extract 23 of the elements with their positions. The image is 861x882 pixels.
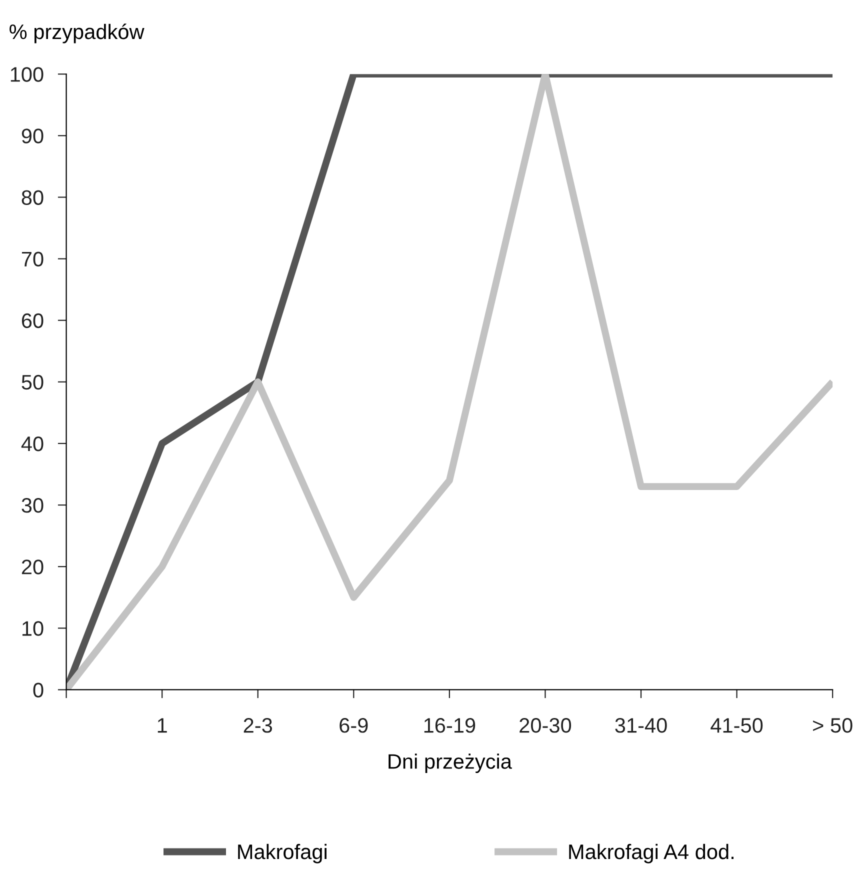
x-tick-label: 6-9	[340, 718, 368, 733]
y-tick-label: 50	[22, 374, 44, 390]
x-axis-title: Dni przeżycia	[388, 754, 512, 774]
legend-label: Makrofagi A4 dod.	[569, 844, 734, 864]
y-tick-label: 70	[22, 252, 44, 267]
x-tick-label: 41-50	[710, 718, 763, 733]
y-tick-label: 60	[22, 313, 44, 328]
y-tick-label: 20	[22, 560, 44, 574]
y-tick-label: 40	[21, 436, 44, 452]
y-tick-label: 10	[22, 621, 44, 636]
y-tick-label: 100	[10, 67, 44, 82]
x-tick-label: 2-3	[244, 718, 272, 733]
y-axis-title: % przypadków	[10, 24, 144, 44]
x-tick-label: 1	[158, 718, 167, 733]
x-tick-label: 20-30	[520, 718, 572, 733]
y-tick-label: 0	[33, 682, 44, 698]
x-tick-label: 16-19	[424, 718, 476, 733]
x-tick-label: > 50	[813, 718, 852, 733]
y-tick-label: 90	[22, 128, 44, 144]
y-tick-label: 30	[22, 498, 44, 513]
y-tick-label: 80	[22, 190, 44, 205]
legend-label: Makrofagi	[238, 844, 326, 864]
x-tick-label: 31-40	[615, 718, 667, 733]
